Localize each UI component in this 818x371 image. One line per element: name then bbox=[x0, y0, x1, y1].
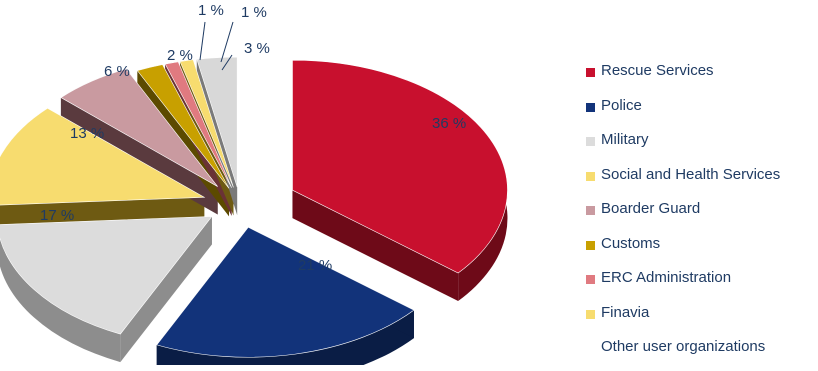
legend-swatch bbox=[586, 275, 595, 284]
slice-top bbox=[292, 59, 508, 274]
pie-tops bbox=[0, 56, 508, 358]
legend-label: ERC Administration bbox=[601, 269, 732, 286]
slice-top bbox=[164, 61, 232, 188]
legend-item-erc-administration: ERC Administration bbox=[586, 267, 816, 302]
legend-label: Other user organizations bbox=[601, 338, 766, 355]
legend-item-rescue-services: Rescue Services bbox=[586, 60, 816, 95]
legend-label: Police bbox=[601, 96, 642, 114]
leader-lines bbox=[199, 21, 234, 71]
data-label: 3 % bbox=[244, 40, 270, 57]
legend-item-finavia: Finavia bbox=[586, 302, 816, 337]
legend-swatch bbox=[586, 309, 595, 319]
legend-swatch bbox=[586, 171, 595, 181]
legend-swatch bbox=[586, 240, 595, 250]
slice-top bbox=[60, 68, 218, 187]
data-label: 36 % bbox=[432, 115, 466, 132]
data-label: 17 % bbox=[40, 207, 74, 224]
data-label: 1 % bbox=[241, 4, 267, 21]
legend-item-other-user-organizations: Other user organizations bbox=[586, 336, 816, 371]
leader-line bbox=[220, 21, 234, 63]
data-labels: 36 % 21 % 17 % 13 % 6 % 2 % 1 % 1 % 3 % bbox=[40, 2, 466, 274]
legend-swatch bbox=[586, 68, 595, 77]
legend-label: Customs bbox=[601, 234, 661, 252]
legend-label: Finavia bbox=[601, 303, 650, 321]
data-label: 1 % bbox=[198, 2, 224, 19]
data-label: 13 % bbox=[70, 125, 104, 142]
slice-side bbox=[0, 238, 121, 363]
legend: Rescue Services Police Military Social a… bbox=[586, 60, 816, 371]
legend-swatch bbox=[586, 206, 595, 215]
slice-top bbox=[0, 216, 213, 335]
slice-top bbox=[0, 107, 206, 206]
legend-item-military: Military bbox=[586, 129, 816, 164]
data-label: 21 % bbox=[298, 257, 332, 274]
slice-top bbox=[179, 59, 234, 188]
slice-side bbox=[156, 310, 414, 365]
legend-item-social-and-health-services: Social and Health Services bbox=[586, 164, 816, 199]
slice-top bbox=[156, 226, 415, 358]
pie-chart: 36 % 21 % 17 % 13 % 6 % 2 % 1 % 1 % 3 % bbox=[0, 2, 508, 365]
legend-label: Boarder Guard bbox=[601, 200, 701, 217]
legend-swatch bbox=[586, 102, 595, 112]
legend-swatch bbox=[586, 137, 595, 146]
legend-item-boarder-guard: Boarder Guard bbox=[586, 198, 816, 233]
legend-item-customs: Customs bbox=[586, 233, 816, 268]
legend-label: Social and Health Services bbox=[601, 165, 781, 183]
legend-label: Rescue Services bbox=[601, 62, 714, 79]
slice-top bbox=[196, 56, 238, 188]
data-label: 2 % bbox=[167, 47, 193, 64]
slice-face bbox=[292, 190, 459, 302]
leader-line bbox=[199, 21, 206, 61]
legend-item-police: Police bbox=[586, 95, 816, 130]
legend-label: Military bbox=[601, 131, 649, 148]
leader-line bbox=[221, 54, 233, 71]
slice-top bbox=[136, 64, 230, 189]
slice-face bbox=[120, 216, 212, 363]
data-label: 6 % bbox=[104, 63, 130, 80]
